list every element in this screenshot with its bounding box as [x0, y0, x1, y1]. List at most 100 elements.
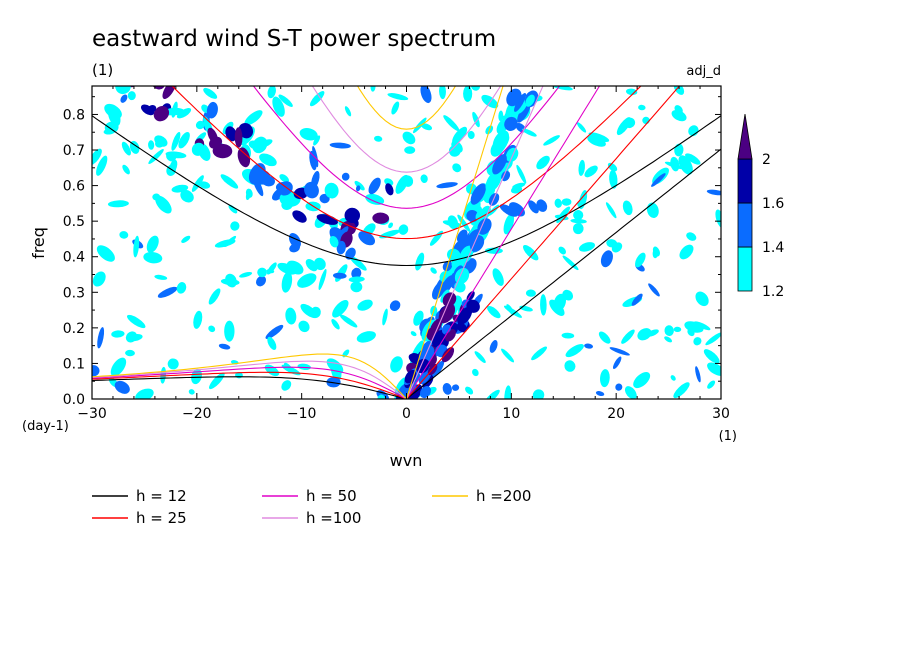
power-contour	[107, 200, 129, 208]
power-contour	[578, 242, 595, 252]
power-contour	[167, 358, 179, 370]
power-contour	[621, 329, 635, 344]
power-contour	[178, 131, 190, 149]
power-contour	[111, 330, 125, 338]
x-tick-label: 0	[402, 406, 411, 422]
y-tick-label: 0.5	[63, 214, 85, 230]
dispersion-line	[356, 86, 457, 130]
colorbar-swatch	[737, 202, 753, 248]
x-tick-label: −20	[182, 406, 212, 422]
power-contour	[275, 181, 292, 193]
power-contour	[561, 332, 575, 339]
power-contour	[355, 185, 361, 192]
power-contour	[458, 235, 468, 248]
y-tick-label: 0.2	[63, 321, 85, 337]
y-tick-label: 0.1	[63, 356, 85, 372]
power-contour	[257, 267, 267, 278]
power-contour	[679, 244, 694, 260]
spectrum-contours	[92, 86, 721, 399]
power-contour	[456, 322, 468, 333]
power-contour	[551, 86, 573, 91]
power-contour	[576, 122, 587, 133]
power-contour	[244, 110, 263, 126]
power-contour	[419, 386, 431, 399]
power-contour	[605, 202, 617, 219]
power-contour	[281, 271, 293, 293]
power-contour	[309, 90, 325, 107]
power-contour	[695, 291, 709, 307]
y-tick-label: 0.4	[63, 250, 85, 266]
dispersion-line	[171, 86, 642, 240]
power-contour	[442, 220, 462, 227]
power-contour	[148, 140, 155, 150]
power-contour	[441, 347, 455, 363]
power-contour	[558, 246, 566, 255]
power-contour	[501, 170, 511, 182]
power-contour	[329, 235, 339, 248]
power-contour	[514, 92, 527, 112]
colorbar-label: 1.6	[762, 196, 784, 212]
power-contour	[266, 269, 275, 274]
power-contour	[92, 271, 106, 287]
power-contour	[181, 235, 191, 243]
power-contour	[706, 189, 721, 196]
power-contour	[239, 271, 253, 278]
power-contour	[625, 88, 638, 96]
power-contour	[278, 94, 293, 107]
chart-tag: adj_d	[686, 64, 721, 79]
power-contour	[510, 185, 523, 194]
power-contour	[372, 212, 390, 224]
power-contour	[522, 128, 537, 137]
axis-ticks: −30 −20 −10 0 10 20 30 0.0 0.1 0.2 0.3 0.4 0.5 0.6 0.7…	[63, 86, 730, 422]
power-contour	[97, 327, 105, 349]
power-contour	[155, 195, 172, 214]
power-contour	[664, 336, 673, 343]
power-contour	[326, 376, 341, 388]
power-contour	[588, 132, 610, 142]
power-contour	[631, 293, 643, 306]
power-contour	[133, 235, 140, 258]
power-contour	[218, 343, 231, 350]
power-contour	[492, 268, 504, 286]
power-contour	[678, 155, 693, 175]
power-contour	[155, 139, 164, 148]
x-axis-unit: (1)	[719, 429, 737, 444]
power-contour	[171, 184, 189, 193]
power-contour	[501, 348, 515, 363]
power-contour	[285, 307, 297, 325]
power-contour	[125, 349, 135, 357]
power-contour	[344, 207, 361, 224]
colorbar-triangle	[737, 113, 753, 160]
power-contour	[171, 131, 181, 151]
y-tick-label: 0.7	[63, 143, 85, 159]
power-contour	[609, 347, 630, 356]
power-contour	[225, 126, 237, 142]
y-axis-label: freq	[29, 227, 48, 259]
power-contour	[206, 101, 218, 119]
power-contour	[472, 368, 479, 377]
power-contour	[129, 140, 140, 154]
x-tick-label: 30	[712, 406, 730, 422]
power-contour	[357, 299, 373, 311]
power-contour	[532, 389, 545, 399]
dispersion-line	[406, 86, 601, 399]
power-contour	[573, 210, 584, 221]
power-contour	[646, 202, 659, 218]
power-contour	[344, 106, 352, 117]
power-contour	[477, 218, 492, 235]
power-contour	[199, 181, 211, 189]
power-contour	[615, 383, 623, 391]
power-contour	[318, 268, 327, 290]
power-contour	[438, 304, 456, 324]
power-contour	[220, 278, 240, 286]
power-contour	[439, 86, 446, 100]
power-contour	[310, 306, 321, 319]
power-contour	[475, 209, 484, 221]
power-contour	[595, 391, 605, 397]
power-contour	[313, 135, 321, 146]
power-contour	[624, 386, 637, 399]
legend-label: h = 25	[136, 509, 187, 527]
power-contour	[578, 159, 585, 176]
power-contour	[430, 267, 437, 274]
power-contour	[673, 382, 690, 399]
